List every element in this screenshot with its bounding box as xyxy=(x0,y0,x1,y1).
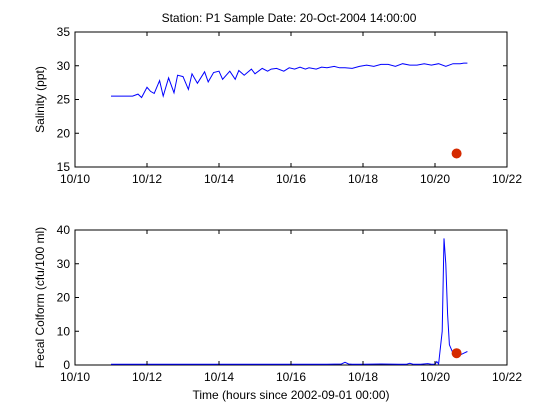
fecal-axes-box xyxy=(74,229,508,366)
fecal-x-tick-label: 10/14 xyxy=(204,370,234,384)
salinity-x-tick-label: 10/20 xyxy=(420,172,450,186)
salinity-axis-marks: 10/10 10/12 10/14 10/16 10/18 10/20 10/22 15 20 2… xyxy=(57,25,523,186)
fecal-x-tick-label: 10/18 xyxy=(348,370,378,384)
fecal-sample-point xyxy=(451,348,462,359)
salinity-x-tick-label: 10/16 xyxy=(276,172,306,186)
salinity-series xyxy=(111,62,468,159)
fecal-x-tick-label: 10/10 xyxy=(60,370,90,384)
fecal-axis-marks: 10/10 10/12 10/14 10/16 10/18 10/20 10/22 0 10 20… xyxy=(57,223,523,384)
salinity-x-tick-label: 10/12 xyxy=(132,172,162,186)
salinity-y-tick-label: 20 xyxy=(57,126,71,140)
salinity-y-tick-label: 15 xyxy=(57,160,71,174)
fecal-y-tick-label: 10 xyxy=(57,324,71,338)
time-x-label: Time (hours since 2002-09-01 00:00) xyxy=(193,388,390,402)
fecal-coliform-panel: 10/10 10/12 10/14 10/16 10/18 10/20 10/22 0 10 20… xyxy=(33,223,522,402)
fecal-x-tick-label: 10/20 xyxy=(420,370,450,384)
fecal-series xyxy=(111,238,468,366)
salinity-x-tick-label: 10/14 xyxy=(204,172,234,186)
salinity-x-tick-label: 10/22 xyxy=(492,172,522,186)
salinity-x-tick-label: 10/18 xyxy=(348,172,378,186)
salinity-axes-box xyxy=(74,31,508,168)
fecal-y-tick-label: 30 xyxy=(57,257,71,271)
salinity-y-tick-label: 30 xyxy=(57,59,71,73)
fecal-y-label: Fecal Colform (cfu/100 ml) xyxy=(33,227,47,368)
fecal-y-tick-label: 20 xyxy=(57,291,71,305)
chart-title: Station: P1 Sample Date: 20-Oct-2004 14:… xyxy=(162,11,417,25)
salinity-y-label: Salinity (ppt) xyxy=(33,66,47,133)
fecal-x-tick-label: 10/12 xyxy=(132,370,162,384)
fecal-x-tick-label: 10/22 xyxy=(492,370,522,384)
salinity-series-line xyxy=(111,62,468,99)
salinity-panel: 10/10 10/12 10/14 10/16 10/18 10/20 10/22 15 20 2… xyxy=(33,25,522,186)
fecal-series-line xyxy=(111,238,468,366)
fecal-y-tick-label: 0 xyxy=(63,358,70,372)
fecal-y-tick-label: 40 xyxy=(57,223,71,237)
salinity-y-tick-label: 35 xyxy=(57,25,71,39)
salinity-y-tick-label: 25 xyxy=(57,93,71,107)
fecal-x-tick-label: 10/16 xyxy=(276,370,306,384)
salinity-x-tick-label: 10/10 xyxy=(60,172,90,186)
salinity-sample-point xyxy=(451,148,462,159)
